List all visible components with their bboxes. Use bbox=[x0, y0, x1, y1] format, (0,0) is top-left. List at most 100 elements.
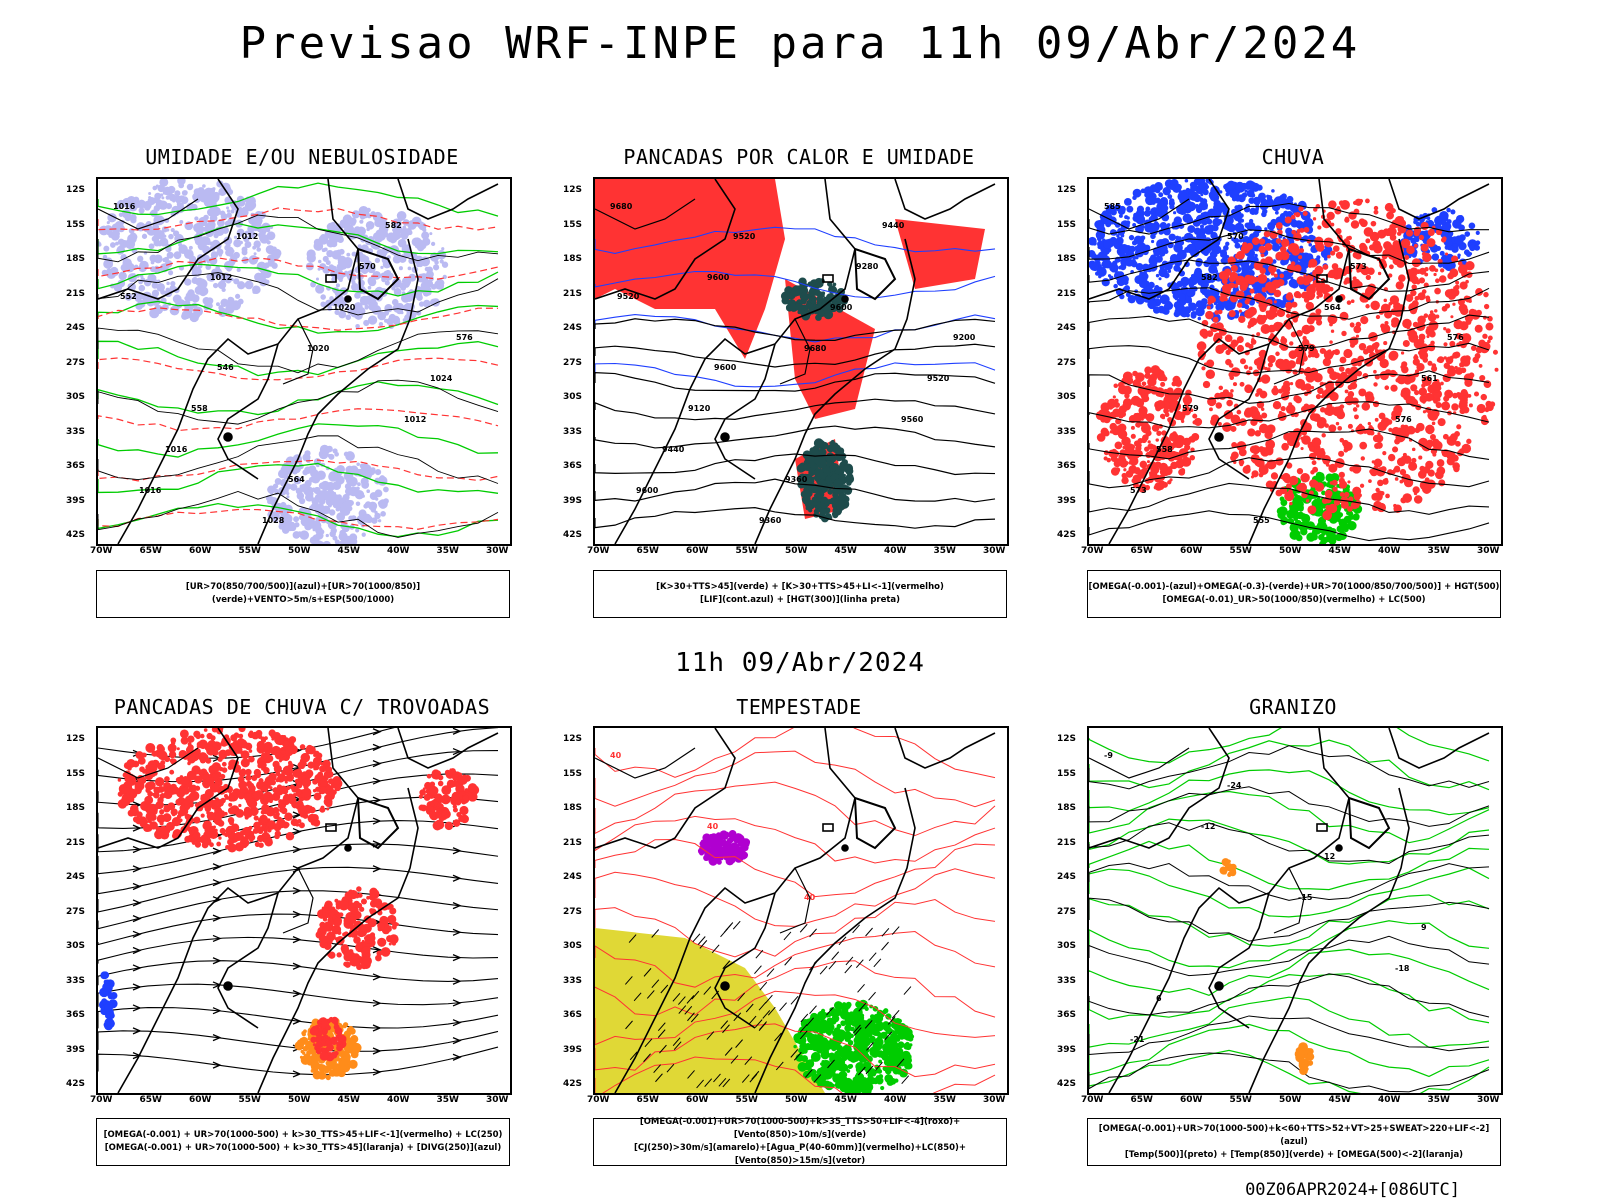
lat-tick-label: 42S bbox=[66, 1079, 86, 1089]
lifted-index-contour bbox=[595, 362, 996, 388]
thickness-contour bbox=[98, 307, 499, 331]
panel-2-map-canvas: 9680 9600 9680 9560 9600 9520 9600 9520 9440 9360… bbox=[595, 179, 996, 544]
temp500-contour bbox=[1089, 897, 1490, 942]
panel-1-title: UMIDADE E/OU NEBULOSIDADE bbox=[145, 145, 459, 169]
thunder-area-4 bbox=[309, 1016, 347, 1062]
humidity-low-contour bbox=[98, 340, 499, 377]
lat-tick-label: 24S bbox=[1057, 872, 1077, 882]
hgt500-contour bbox=[1089, 287, 1490, 320]
lon-tick-label: 65W bbox=[1130, 1095, 1153, 1105]
lon-tick-label: 40W bbox=[387, 1095, 410, 1105]
svg-text:561: 561 bbox=[1421, 374, 1438, 383]
lat-tick-label: 42S bbox=[66, 530, 86, 540]
hgt500-contour bbox=[1089, 510, 1490, 542]
panel-4-title: PANCADAS DE CHUVA C/ TROVOADAS bbox=[113, 695, 491, 719]
svg-text:9600: 9600 bbox=[636, 486, 659, 495]
lat-tick-label: 42S bbox=[563, 530, 583, 540]
lon-tick-label: 45W bbox=[337, 1095, 360, 1105]
hgt500-contour bbox=[1089, 229, 1490, 264]
lat-tick-label: 33S bbox=[66, 975, 86, 986]
svg-text:9280: 9280 bbox=[856, 262, 879, 271]
svg-text:9600: 9600 bbox=[707, 273, 730, 282]
lon-tick-label: 30W bbox=[983, 1095, 1006, 1105]
thickness-contour bbox=[98, 207, 499, 231]
lon-tick-label: 70W bbox=[1081, 1095, 1104, 1105]
contour-labels: 9680 9600 9680 9560 9600 9520 9600 9520 9440 9360… bbox=[610, 202, 976, 525]
lon-tick-label: 70W bbox=[587, 546, 610, 556]
humidity-low-contour bbox=[98, 222, 499, 255]
hgt300-contour bbox=[595, 478, 996, 503]
lc850-contour bbox=[595, 899, 996, 958]
thunder-area-2 bbox=[418, 768, 480, 831]
hgt500-contour bbox=[1089, 342, 1490, 375]
svg-text:9360: 9360 bbox=[759, 516, 782, 525]
svg-text:555: 555 bbox=[1253, 516, 1270, 525]
lat-tick-label: 12S bbox=[66, 185, 86, 195]
map-borders bbox=[1089, 179, 1490, 544]
lon-tick-label: 45W bbox=[834, 1095, 857, 1105]
lat-tick-label: 21S bbox=[66, 288, 86, 299]
map-borders bbox=[1089, 728, 1490, 1093]
svg-text:576: 576 bbox=[1447, 333, 1464, 342]
lc850-contour bbox=[595, 815, 996, 864]
svg-text:576: 576 bbox=[456, 333, 473, 342]
lat-tick-label: 18S bbox=[1057, 254, 1077, 264]
lon-tick-label: 35W bbox=[1427, 1095, 1450, 1105]
temp850-contour bbox=[1089, 973, 1490, 1024]
lon-tick-label: 60W bbox=[1180, 1095, 1203, 1105]
legend-line: [OMEGA(-0.001)-(azul)+OMEGA(-0.3)-(verde… bbox=[1088, 582, 1500, 592]
lon-tick-label: 70W bbox=[90, 546, 113, 556]
pressure-contour bbox=[98, 379, 499, 425]
lat-tick-label: 15S bbox=[1057, 219, 1077, 230]
temp850-contour bbox=[1089, 867, 1490, 918]
lat-tick-label: 12S bbox=[66, 734, 86, 744]
lon-tick-label: 65W bbox=[636, 546, 659, 556]
svg-text:570: 570 bbox=[359, 262, 376, 271]
panel-4-legend: [OMEGA(-0.001) + UR>70(1000-500) + k>30_… bbox=[96, 1118, 510, 1166]
legend-line: [LIF](cont.azul) + [HGT(300)](linha pret… bbox=[699, 595, 901, 605]
svg-text:1012: 1012 bbox=[210, 273, 232, 282]
legend-line: [CJ(250)>30m/s](amarelo)+[Agua_P(40-60mm… bbox=[633, 1143, 967, 1166]
lat-tick-label: 27S bbox=[563, 357, 583, 368]
omega500-area-2 bbox=[1219, 858, 1237, 878]
panel-1-map: 1016 1012 1020 1012 1016 1012 1020 1024 1016 1028… bbox=[96, 177, 512, 546]
lon-tick-label: 50W bbox=[785, 1095, 808, 1105]
lat-tick-label: 36S bbox=[1057, 1010, 1077, 1020]
lon-tick-label: 40W bbox=[884, 546, 907, 556]
lat-tick-label: 36S bbox=[66, 1010, 86, 1020]
temp850-contour bbox=[1089, 769, 1490, 816]
thickness-contour bbox=[98, 408, 499, 432]
svg-text:9560: 9560 bbox=[901, 415, 924, 424]
temp500-contour bbox=[1089, 862, 1490, 901]
lon-tick-label: 35W bbox=[1427, 546, 1450, 556]
wind-vectors bbox=[624, 920, 912, 1089]
lon-tick-label: 55W bbox=[238, 546, 261, 556]
lon-tick-label: 65W bbox=[1130, 546, 1153, 556]
legend-line: [K>30+TTS>45](verde) + [K>30+TTS>45+LI<-… bbox=[656, 582, 944, 592]
lat-tick-label: 18S bbox=[563, 254, 583, 264]
lat-tick-label: 24S bbox=[563, 872, 583, 882]
humidity-upper-area-3 bbox=[265, 444, 389, 544]
lat-tick-label: 15S bbox=[563, 768, 583, 779]
legend-line: [OMEGA(-0.001) + UR>70(1000-500) + k>30_… bbox=[103, 1130, 503, 1140]
svg-text:9680: 9680 bbox=[610, 202, 633, 211]
svg-text:1020: 1020 bbox=[333, 303, 356, 312]
lc850-contour bbox=[595, 1056, 996, 1093]
lon-tick-label: 60W bbox=[189, 546, 212, 556]
lifted-index-contour bbox=[595, 270, 996, 299]
lon-tick-label: 65W bbox=[139, 546, 162, 556]
omega-red-area-2 bbox=[1095, 365, 1203, 493]
temp850-contour bbox=[1089, 728, 1490, 764]
lc850-contour bbox=[595, 868, 996, 927]
panel-2-map: 9680 9600 9680 9560 9600 9520 9600 9520 9440 9360… bbox=[593, 177, 1009, 546]
pressure-contour bbox=[98, 327, 499, 374]
legend-line: [OMEGA(-0.001)+UR>70(1000-500)+k>35_TTS>… bbox=[639, 1117, 961, 1140]
thickness-contour bbox=[98, 257, 499, 280]
panel-6-map: -9 -12 -15 -18 -21 -24 12 9 6 bbox=[1087, 726, 1503, 1095]
lat-tick-label: 42S bbox=[1057, 530, 1077, 540]
hgt300-contour bbox=[595, 398, 996, 421]
svg-text:570: 570 bbox=[1227, 232, 1244, 241]
heat-shower-area-2 bbox=[895, 219, 985, 289]
lon-tick-label: 50W bbox=[1279, 546, 1302, 556]
